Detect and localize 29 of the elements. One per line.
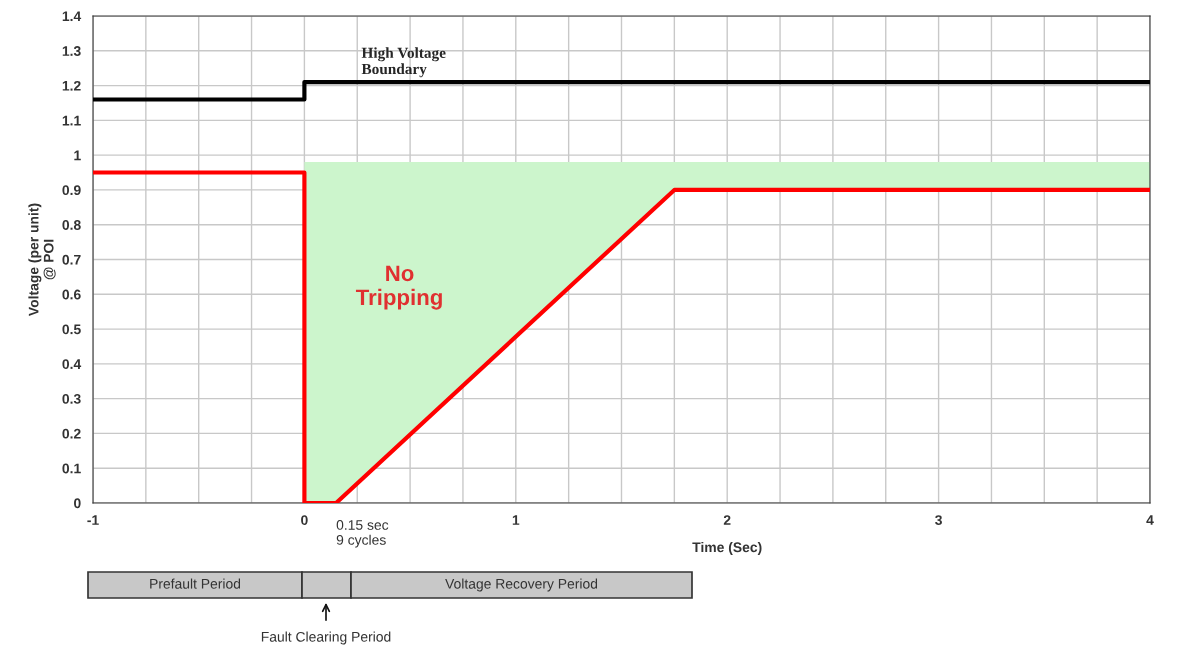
x-tick-label: 4 — [1146, 515, 1154, 525]
y-tick-label: 1.4 — [62, 11, 82, 22]
x-tick-label: 3 — [935, 515, 942, 526]
text: Voltage Recovery Period — [445, 578, 598, 592]
y-tick-label: 0.2 — [62, 428, 81, 439]
x-tick-label: 0 — [301, 515, 308, 526]
x-axis-title: Time (Sec) — [692, 541, 762, 555]
annotation: 0.15 sec 9 cycles — [336, 520, 389, 548]
y-tick-label: 0 — [74, 498, 81, 509]
y-tick-label: 0.9 — [62, 185, 81, 196]
y-tick-label: 0.7 — [62, 254, 81, 265]
y-tick-label: 1.1 — [62, 115, 81, 126]
text: Fault Clearing Period — [261, 631, 391, 645]
y-tick-label: 0.5 — [62, 324, 81, 335]
annotation: High Voltage Boundary — [361, 47, 446, 78]
y-tick-label: 0.4 — [62, 359, 82, 370]
y-tick-label: 0.1 — [62, 463, 81, 474]
y-tick-label: 1.2 — [62, 80, 81, 91]
x-tick-label: 1 — [512, 515, 520, 525]
y-tick-label: 1 — [74, 150, 81, 161]
x-tick-label: -1 — [87, 515, 99, 525]
y-tick-label: 0.3 — [62, 393, 81, 404]
x-tick-label: 2 — [723, 515, 731, 525]
y-axis-title: Voltage (per unit) @ POI — [28, 203, 56, 316]
y-tick-label: 0.6 — [62, 289, 81, 300]
text: Prefault Period — [150, 578, 241, 589]
y-tick-label: 0.8 — [62, 220, 81, 230]
annotation: No Tripping — [355, 265, 442, 310]
y-tick-label: 1.3 — [62, 46, 81, 56]
